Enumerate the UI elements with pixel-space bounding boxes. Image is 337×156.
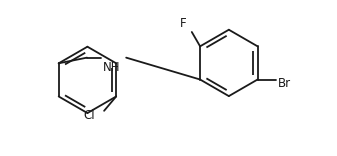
Text: Br: Br: [278, 77, 292, 90]
Text: F: F: [180, 17, 187, 30]
Text: NH: NH: [103, 61, 120, 74]
Text: Cl: Cl: [83, 109, 95, 122]
